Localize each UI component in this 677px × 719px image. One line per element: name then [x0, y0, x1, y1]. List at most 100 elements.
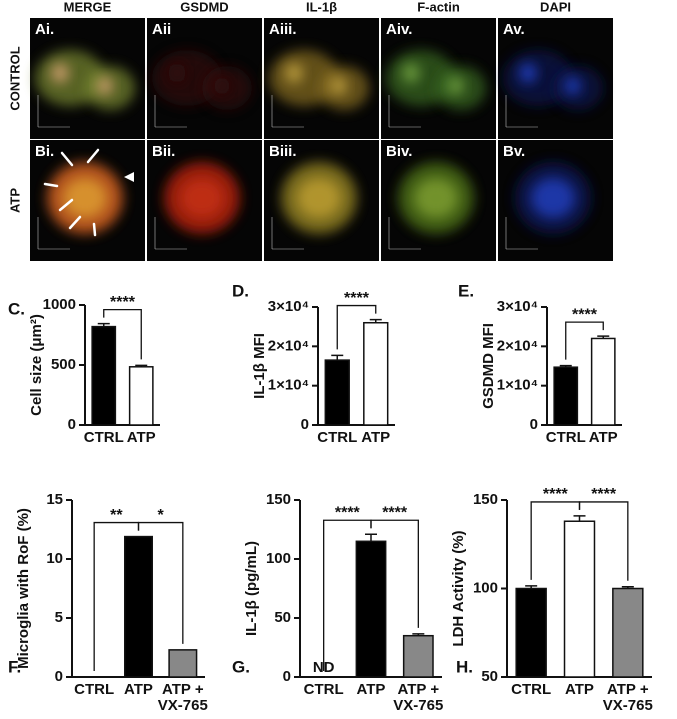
y-tick-label: 0: [301, 416, 309, 433]
x-tick-wrap: CTRL: [546, 430, 586, 446]
nucleus: [51, 63, 69, 83]
bar: [168, 649, 198, 678]
y-tick-label: 2×10⁴: [268, 337, 309, 354]
error-bar: [369, 318, 382, 323]
x-tick-label: CTRL: [303, 682, 344, 698]
y-tick-label: 500: [51, 356, 76, 373]
nucleus: [448, 77, 464, 95]
y-axis-label: Microglia with RoF (%): [15, 508, 32, 669]
arrow: [68, 215, 82, 230]
y-tick-label: 150: [473, 491, 498, 508]
x-tick-label: CTRL: [83, 430, 124, 446]
x-tick-wrap: CTRL: [83, 430, 124, 446]
micrograph-content: [152, 50, 252, 110]
y-axis-label: IL-1β MFI: [251, 333, 268, 399]
cell-blob: [531, 178, 575, 218]
panel-label: Bi.: [35, 143, 54, 160]
x-tick-wrap: ATP: [565, 682, 594, 698]
x-tick-label: CTRL: [317, 430, 358, 446]
error-bar: [365, 533, 377, 542]
cell-blob: [180, 178, 224, 218]
arrow: [60, 151, 74, 167]
bar: [590, 337, 616, 426]
panel-label: Aii: [152, 21, 171, 38]
significance-label: ****: [335, 504, 361, 521]
y-axis-label: LDH Activity (%): [450, 530, 467, 646]
column-header: GSDMD: [180, 0, 228, 14]
error-bar: [559, 364, 572, 368]
significance-bracket: [103, 308, 142, 360]
significance-bracket: [578, 501, 629, 581]
cell-blob: [297, 178, 341, 218]
micrograph-content: [47, 162, 123, 234]
nucleus: [214, 77, 230, 95]
x-tick-label: ATP: [588, 430, 618, 446]
bar: [91, 325, 117, 426]
nucleus: [331, 77, 347, 95]
panel-label: Biii.: [269, 143, 297, 160]
panel-label: E.: [458, 281, 474, 300]
bar: [402, 634, 434, 678]
error-bar: [412, 633, 425, 636]
panel-label: H.: [456, 657, 473, 676]
panel-label: D.: [232, 281, 249, 300]
micrograph-content: [515, 162, 591, 234]
significance-label: ****: [591, 486, 617, 503]
micrograph-content: [398, 162, 474, 234]
x-tick-wrap: ATP: [361, 430, 391, 446]
y-tick-label: 50: [481, 668, 498, 685]
y-tick-label: 100: [266, 550, 291, 567]
significance-bracket: [565, 321, 604, 360]
y-tick-label: 100: [473, 579, 498, 596]
panel-label: Bii.: [152, 143, 175, 160]
error-bar: [573, 515, 586, 522]
micrograph-content: [164, 162, 240, 234]
x-tick-wrap: ATP: [127, 430, 156, 446]
arrow: [86, 148, 100, 164]
error-bar: [135, 364, 148, 367]
x-tick-wrap: CTRL: [74, 682, 115, 698]
y-tick-label: 0: [68, 416, 76, 433]
y-axis-label: GSDMD MFI: [480, 323, 497, 409]
error-bar: [331, 354, 344, 361]
nucleus: [168, 63, 186, 83]
x-tick-wrap: ATP + VX-765: [158, 682, 208, 714]
x-tick-wrap: ATP + VX-765: [393, 682, 444, 714]
row-label: CONTROL: [7, 46, 22, 110]
y-tick-label: 1×10⁴: [497, 377, 538, 394]
micrograph-content: [281, 162, 357, 234]
x-tick-wrap: ATP: [588, 430, 618, 446]
error-bar: [597, 335, 610, 339]
nucleus: [565, 77, 581, 95]
y-tick-label: 0: [283, 668, 291, 685]
y-tick-label: 50: [274, 609, 291, 626]
x-tick-label: CTRL: [74, 682, 115, 698]
arrowhead: [124, 172, 134, 182]
significance-label: **: [110, 507, 123, 524]
x-tick-wrap: CTRL: [317, 430, 358, 446]
y-tick-label: 15: [46, 491, 63, 508]
y-tick-label: 3×10⁴: [497, 298, 538, 315]
bar: [553, 366, 579, 426]
x-tick-label: ATP + VX-765: [393, 682, 444, 714]
row-label: ATP: [7, 188, 22, 213]
bar: [612, 587, 644, 678]
bar: [128, 366, 154, 426]
y-tick-label: 2×10⁴: [497, 337, 538, 354]
y-tick-label: 0: [530, 416, 538, 433]
y-axis-label: Cell size (μm²): [28, 314, 45, 416]
micrograph-content: [35, 50, 135, 110]
bar: [363, 321, 389, 426]
x-tick-label: ATP + VX-765: [602, 682, 653, 714]
significance-label: ****: [344, 290, 370, 307]
x-tick-wrap: CTRL: [511, 682, 551, 698]
panel-label: C.: [8, 299, 25, 318]
y-tick-label: 1000: [43, 296, 76, 313]
significance-bracket: [370, 519, 419, 628]
x-tick-wrap: ATP + VX-765: [602, 682, 653, 714]
y-tick-label: 0: [55, 668, 63, 685]
nucleus: [402, 63, 420, 83]
arrow: [43, 182, 59, 188]
x-tick-label: ATP: [361, 430, 391, 446]
arrow: [58, 198, 74, 212]
